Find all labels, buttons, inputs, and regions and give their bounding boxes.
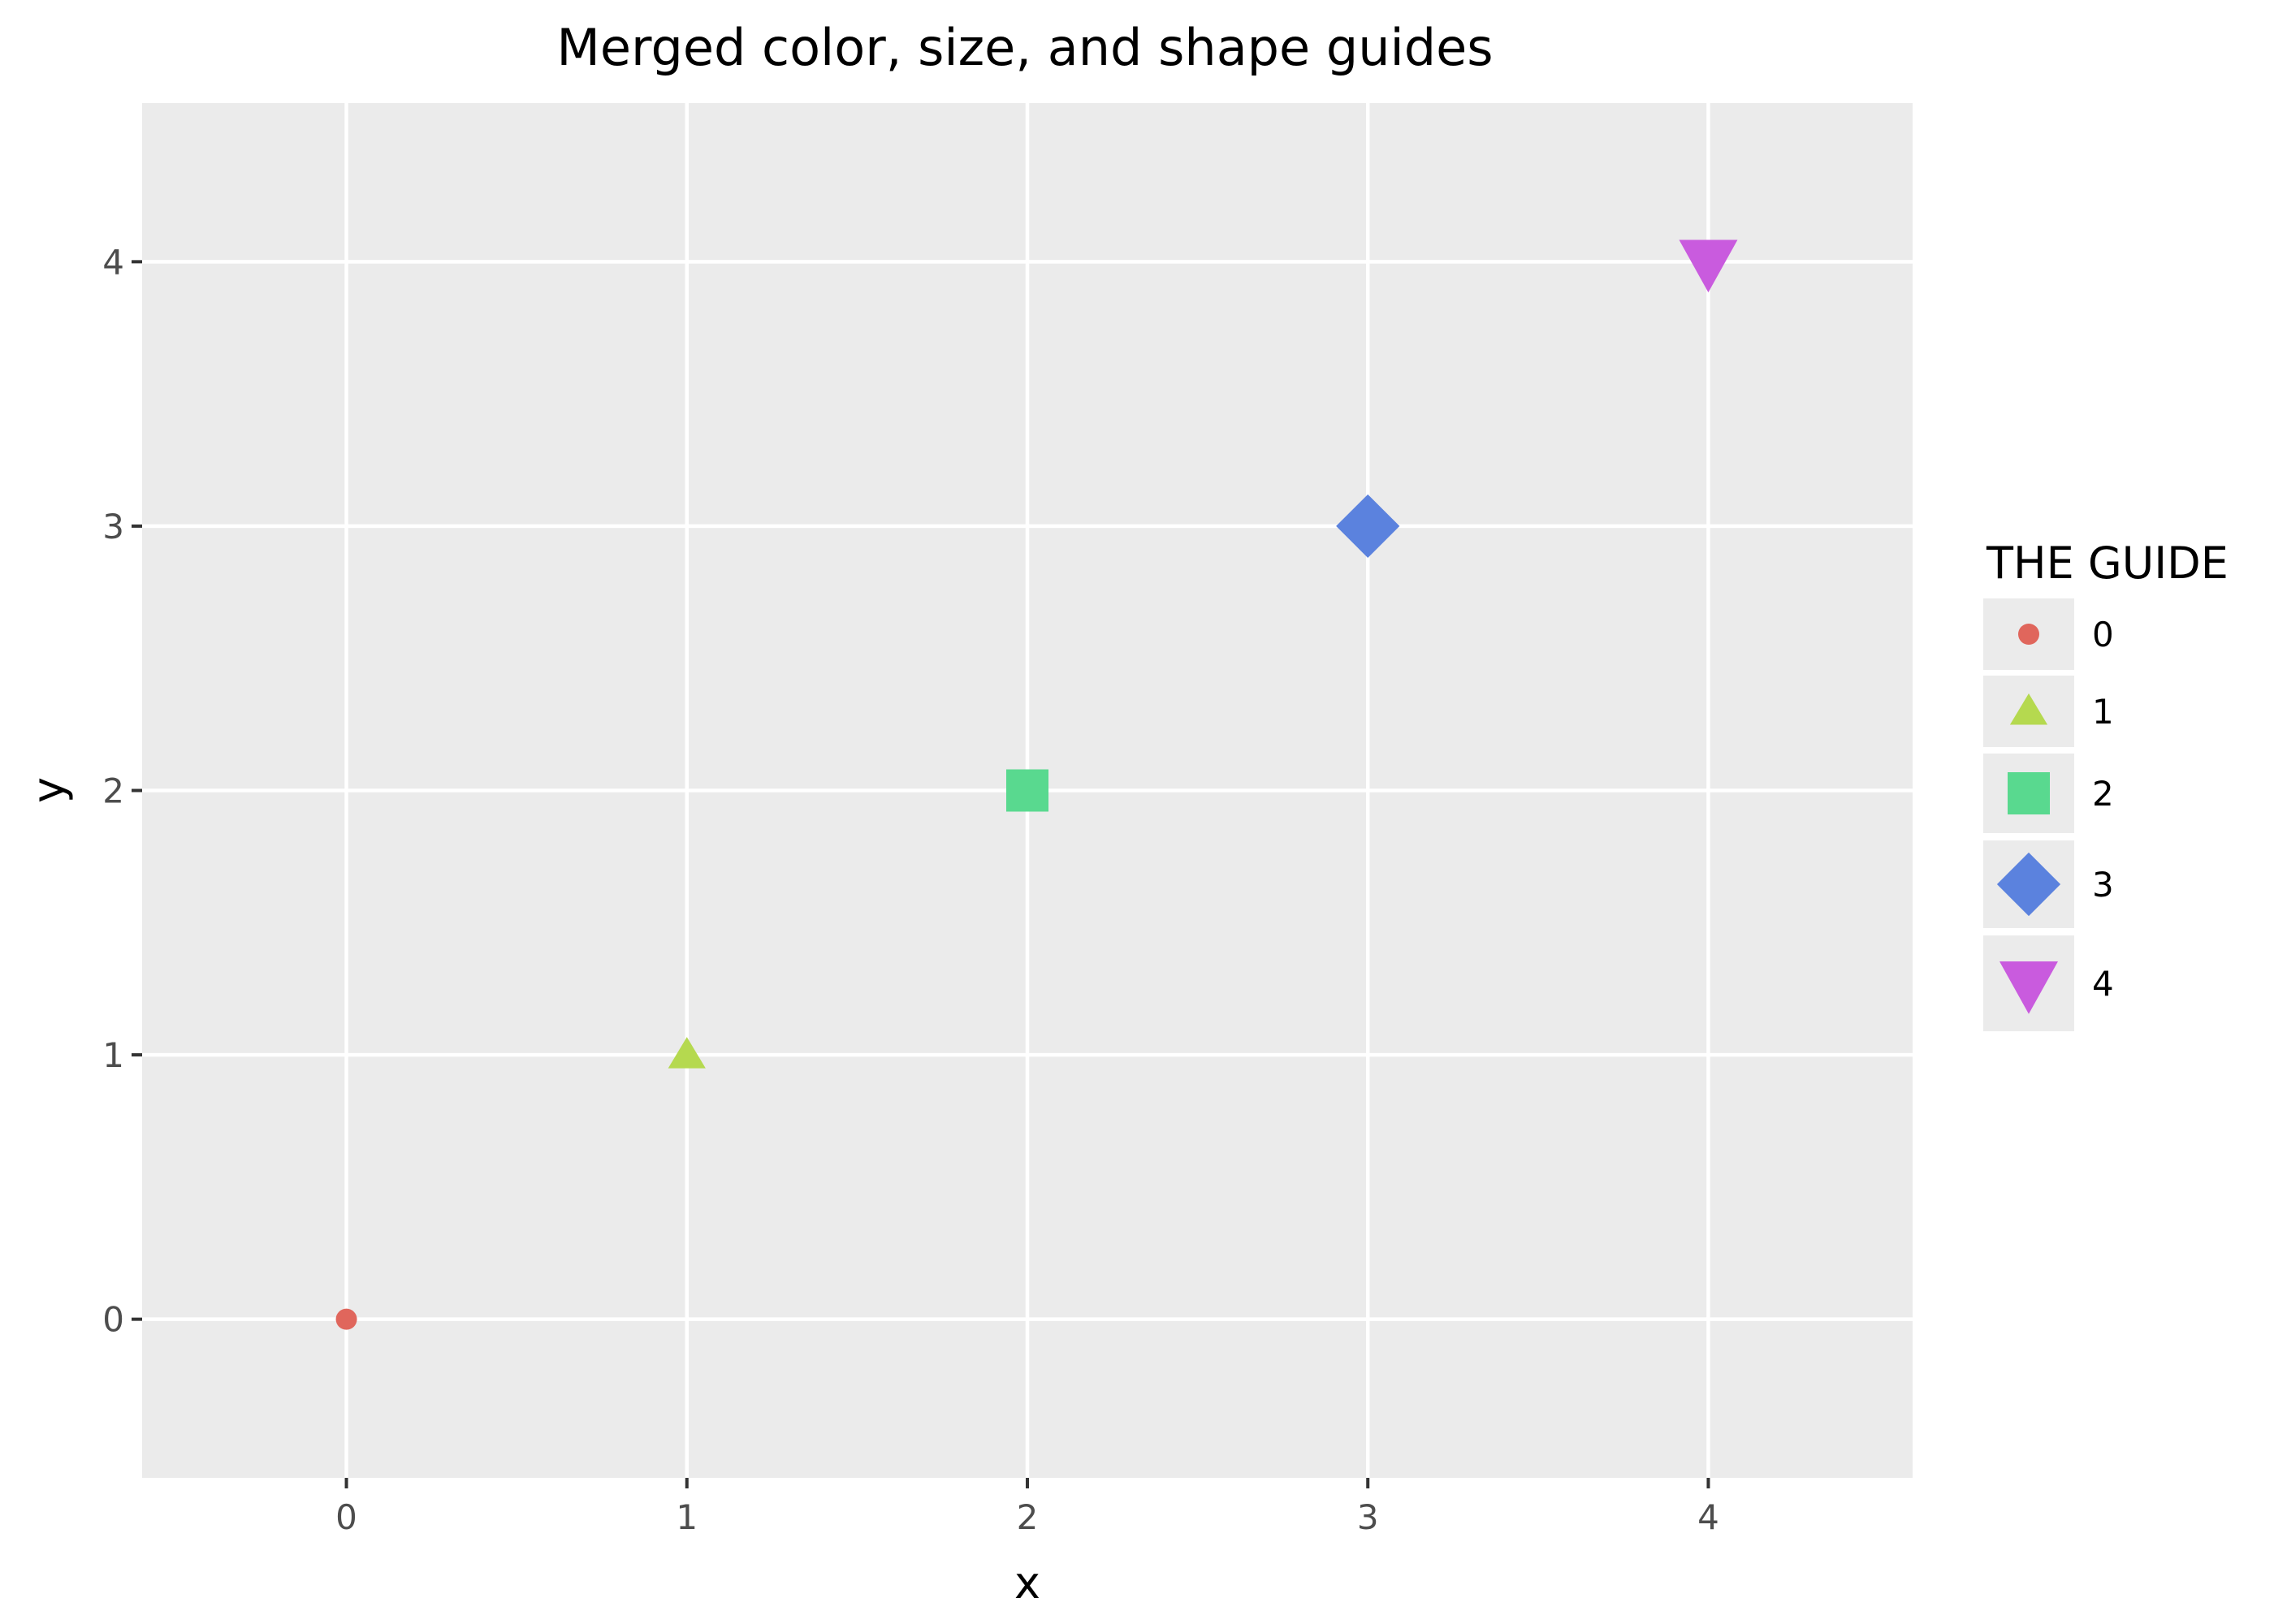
data-point-2 [1006,769,1048,812]
x-tick-label-3: 3 [1357,1497,1379,1537]
legend-key-symbol-4 [1999,961,2058,1014]
chart-title: Merged color, size, and shape guides [556,18,1493,77]
data-point-1 [668,1037,706,1069]
data-point-3 [1336,494,1400,559]
x-axis-label: x [1014,1557,1040,1609]
x-tick-label-4: 4 [1697,1497,1719,1537]
y-tick-label-1: 1 [102,1035,124,1075]
legend-key-symbol-2 [2008,772,2050,814]
x-tick-label-2: 2 [1017,1497,1039,1537]
y-tick-label-3: 3 [102,507,124,546]
data-point-0 [335,1308,357,1330]
legend-label-4: 4 [2092,964,2114,1004]
legend-label-3: 3 [2092,865,2114,905]
legend-label-0: 0 [2092,615,2114,654]
y-tick-label-0: 0 [102,1300,124,1340]
y-tick-label-2: 2 [102,771,124,811]
data-points [335,240,1738,1330]
legend-key-symbol-3 [1996,852,2061,917]
legend-label-2: 2 [2092,774,2114,814]
legend: THE GUIDE 0 1 2 3 4 [1983,538,2229,1031]
x-tick-label-1: 1 [676,1497,698,1537]
y-axis: 0 1 2 3 4 [102,242,142,1340]
x-tick-label-0: 0 [335,1497,357,1537]
legend-label-1: 1 [2092,692,2114,732]
x-axis: 0 1 2 3 4 [335,1478,1719,1537]
legend-key-symbol-0 [2018,624,2039,645]
data-point-4 [1679,240,1738,293]
legend-key-symbol-1 [2009,693,2048,725]
legend-title: THE GUIDE [1986,538,2229,589]
y-axis-label: y [23,777,74,803]
y-tick-label-4: 4 [102,242,124,282]
